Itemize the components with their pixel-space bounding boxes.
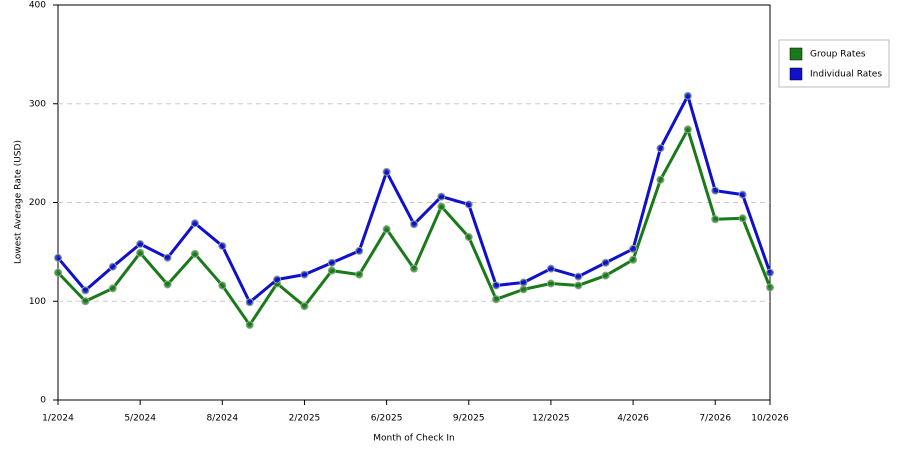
data-point [546, 279, 555, 288]
x-tick-label: 1/2024 [42, 414, 74, 424]
data-point [136, 239, 145, 248]
data-point [683, 125, 692, 134]
data-point [382, 225, 391, 234]
data-point [300, 270, 309, 279]
legend-label: Group Rates [810, 50, 866, 60]
data-point [81, 297, 90, 306]
data-point [437, 192, 446, 201]
data-point [766, 268, 774, 277]
data-point [629, 244, 638, 253]
data-point [327, 266, 336, 275]
data-point [410, 264, 418, 273]
y-tick-label: 300 [29, 99, 46, 109]
x-axis-label: Month of Check In [373, 434, 455, 444]
x-tick-label: 6/2025 [371, 414, 403, 424]
data-point [629, 255, 638, 264]
data-point [218, 241, 227, 250]
data-point [382, 167, 391, 176]
data-point [355, 246, 364, 255]
y-axis-label: Lowest Average Rate (USD) [14, 140, 24, 264]
x-tick-label: 9/2025 [453, 414, 485, 424]
data-point [54, 268, 62, 277]
y-tick-label: 400 [29, 1, 46, 11]
data-point [492, 281, 501, 290]
data-point [656, 175, 665, 184]
data-point [245, 298, 254, 307]
data-point [136, 248, 145, 257]
x-tick-label: 5/2024 [124, 414, 156, 424]
data-point [546, 264, 555, 273]
data-point [766, 283, 774, 292]
data-point [738, 190, 747, 199]
x-tick-label: 7/2026 [699, 414, 731, 424]
data-point [574, 281, 583, 290]
y-tick-label: 200 [29, 198, 46, 208]
data-point [54, 253, 62, 262]
data-point [273, 275, 282, 284]
data-point [464, 233, 473, 242]
data-point [519, 285, 528, 294]
data-point [163, 253, 172, 262]
data-point [108, 262, 117, 271]
data-point [711, 186, 720, 195]
data-point [81, 286, 90, 295]
data-point [464, 200, 473, 209]
data-point [437, 202, 446, 211]
legend-swatch [789, 47, 803, 61]
data-point [190, 219, 199, 228]
x-tick-label: 12/2025 [532, 414, 569, 424]
data-point [711, 215, 720, 224]
data-point [601, 258, 610, 267]
legend-swatch [789, 67, 803, 81]
data-point [327, 258, 336, 267]
data-point [355, 270, 364, 279]
data-point [245, 320, 254, 329]
data-point [410, 220, 418, 229]
x-tick-label: 2/2025 [289, 414, 321, 424]
data-point [656, 144, 665, 153]
data-point [190, 249, 199, 258]
legend-label: Individual Rates [810, 70, 882, 80]
x-tick-label: 4/2026 [617, 414, 649, 424]
data-point [683, 91, 692, 100]
data-point [601, 271, 610, 280]
y-tick-label: 0 [40, 396, 46, 406]
x-tick-label: 10/2026 [751, 414, 789, 424]
data-point [300, 302, 309, 311]
data-point [163, 280, 172, 289]
data-point [218, 281, 227, 290]
y-tick-label: 100 [29, 297, 46, 307]
data-point [519, 278, 528, 287]
data-point [108, 284, 117, 293]
data-point [492, 295, 501, 304]
x-tick-label: 8/2024 [206, 414, 238, 424]
data-point [738, 214, 747, 223]
data-point [574, 272, 583, 281]
